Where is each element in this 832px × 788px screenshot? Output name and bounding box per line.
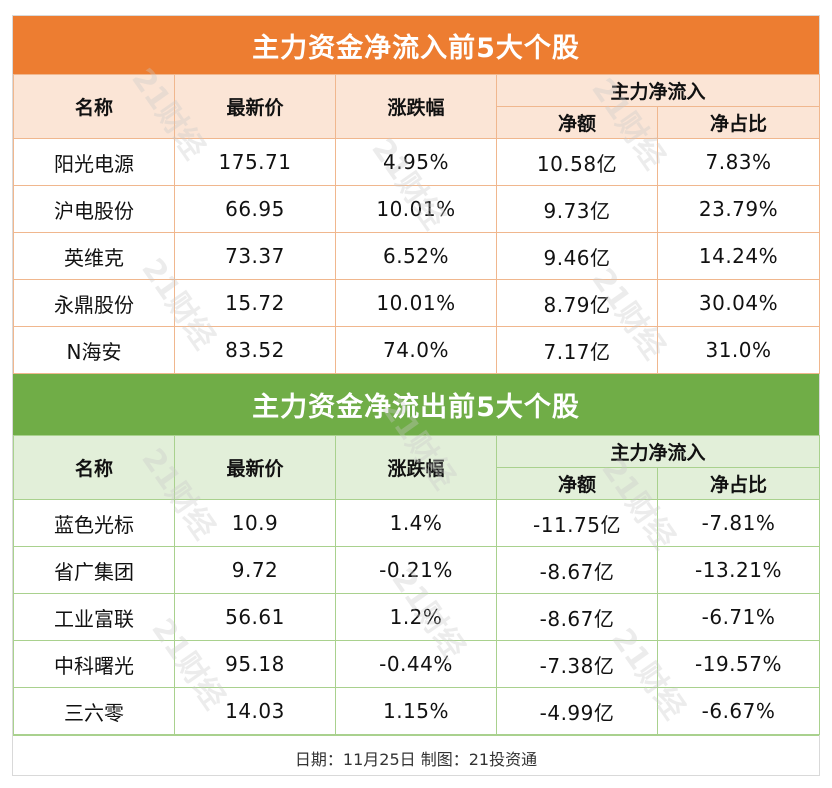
stock-change: 10.01% [335, 279, 497, 327]
net-amount: 10.58亿 [496, 138, 658, 186]
table-row: 阳光电源 175.71 4.95% 10.58亿 7.83% [13, 138, 821, 186]
table-row: N海安 83.52 74.0% 7.17亿 31.0% [13, 326, 821, 374]
table-row: 省广集团 9.72 -0.21% -8.67亿 -13.21% [13, 546, 821, 594]
table-row: 永鼎股份 15.72 10.01% 8.79亿 30.04% [13, 279, 821, 327]
net-ratio: 7.83% [656, 138, 821, 186]
net-ratio: -13.21% [656, 546, 821, 594]
header-price: 最新价 [174, 435, 336, 500]
stock-name: 工业富联 [13, 593, 175, 641]
stock-change: 4.95% [335, 138, 497, 186]
stock-price: 10.9 [174, 499, 336, 547]
header-price: 最新价 [174, 74, 336, 139]
header-ratio: 净占比 [656, 467, 821, 500]
footer-caption: 日期：11月25日 制图：21投资通 [13, 735, 819, 780]
header-change: 涨跌幅 [335, 74, 497, 139]
stock-change: 6.52% [335, 232, 497, 280]
header-name: 名称 [13, 435, 175, 500]
table-row: 英维克 73.37 6.52% 9.46亿 14.24% [13, 232, 821, 280]
net-amount: -11.75亿 [496, 499, 658, 547]
outflow-table: 名称 最新价 涨跌幅 主力净流入 净额 净占比 蓝色光标 10.9 1.4% -… [13, 435, 821, 735]
net-amount: 9.73亿 [496, 185, 658, 233]
stock-price: 83.52 [174, 326, 336, 374]
table-row: 蓝色光标 10.9 1.4% -11.75亿 -7.81% [13, 499, 821, 547]
inflow-table: 名称 最新价 涨跌幅 主力净流入 净额 净占比 阳光电源 175.71 4.95… [13, 74, 821, 374]
net-amount: 7.17亿 [496, 326, 658, 374]
stock-price: 9.72 [174, 546, 336, 594]
stock-change: 10.01% [335, 185, 497, 233]
net-amount: 8.79亿 [496, 279, 658, 327]
net-ratio: -19.57% [656, 640, 821, 688]
net-amount: -8.67亿 [496, 593, 658, 641]
stock-price: 15.72 [174, 279, 336, 327]
stock-change: -0.44% [335, 640, 497, 688]
header-name: 名称 [13, 74, 175, 139]
outflow-title: 主力资金净流出前5大个股 [13, 374, 819, 435]
net-ratio: 23.79% [656, 185, 821, 233]
header-change: 涨跌幅 [335, 435, 497, 500]
header-main-flow: 主力净流入 [495, 74, 821, 107]
stock-change: -0.21% [335, 546, 497, 594]
stock-change: 74.0% [335, 326, 497, 374]
stock-price: 66.95 [174, 185, 336, 233]
table-row: 三六零 14.03 1.15% -4.99亿 -6.67% [13, 687, 821, 735]
stock-name: 三六零 [13, 687, 175, 735]
stock-price: 56.61 [174, 593, 336, 641]
stock-change: 1.15% [335, 687, 497, 735]
header-net: 净额 [496, 106, 658, 139]
header-main-flow: 主力净流入 [495, 435, 821, 468]
net-ratio: 14.24% [656, 232, 821, 280]
stock-name: 省广集团 [13, 546, 175, 594]
net-ratio: -7.81% [656, 499, 821, 547]
table-row: 工业富联 56.61 1.2% -8.67亿 -6.71% [13, 593, 821, 641]
inflow-title: 主力资金净流入前5大个股 [13, 16, 819, 74]
net-amount: -7.38亿 [496, 640, 658, 688]
stock-price: 95.18 [174, 640, 336, 688]
stock-flow-card: 主力资金净流入前5大个股 名称 最新价 涨跌幅 主力净流入 净额 净占比 阳光电… [12, 15, 821, 776]
stock-name: N海安 [13, 326, 175, 374]
stock-price: 73.37 [174, 232, 336, 280]
net-ratio: -6.67% [656, 687, 821, 735]
table-row: 沪电股份 66.95 10.01% 9.73亿 23.79% [13, 185, 821, 233]
stock-name: 英维克 [13, 232, 175, 280]
stock-name: 蓝色光标 [13, 499, 175, 547]
header-ratio: 净占比 [656, 106, 821, 139]
stock-price: 175.71 [174, 138, 336, 186]
stock-name: 永鼎股份 [13, 279, 175, 327]
stock-change: 1.2% [335, 593, 497, 641]
stock-name: 沪电股份 [13, 185, 175, 233]
header-net: 净额 [496, 467, 658, 500]
net-ratio: -6.71% [656, 593, 821, 641]
net-amount: -4.99亿 [496, 687, 658, 735]
net-ratio: 31.0% [656, 326, 821, 374]
net-amount: 9.46亿 [496, 232, 658, 280]
net-ratio: 30.04% [656, 279, 821, 327]
stock-name: 阳光电源 [13, 138, 175, 186]
stock-change: 1.4% [335, 499, 497, 547]
table-row: 中科曙光 95.18 -0.44% -7.38亿 -19.57% [13, 640, 821, 688]
stock-name: 中科曙光 [13, 640, 175, 688]
net-amount: -8.67亿 [496, 546, 658, 594]
stock-price: 14.03 [174, 687, 336, 735]
